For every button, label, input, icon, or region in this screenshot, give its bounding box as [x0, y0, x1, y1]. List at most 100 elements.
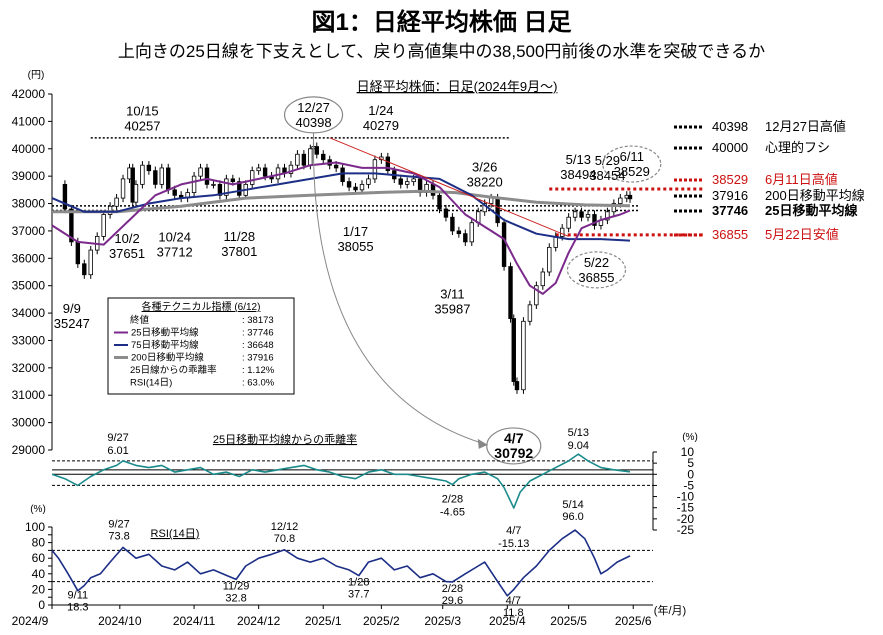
price-annotation-value: 40398 — [295, 115, 331, 130]
reference-legend-desc: 12月27日高値 — [765, 119, 846, 134]
highlight-ellipse — [486, 427, 542, 465]
reference-legend-desc: 心理的フシ — [765, 140, 830, 155]
x-axis-unit: (年/月) — [654, 603, 686, 617]
candle-body — [120, 178, 126, 199]
main-y-tick-label: 41000 — [12, 114, 46, 128]
indicator-value: : 37916 — [242, 353, 274, 364]
reference-legend-value: 37746 — [712, 203, 748, 218]
reference-legend-desc: 6月11日高値 — [765, 172, 838, 187]
divergence-y-tick-label: -10 — [677, 490, 695, 504]
trendline — [329, 137, 569, 237]
indicator-value: : 36648 — [242, 340, 274, 351]
ma200-line — [52, 189, 631, 214]
candle-body — [288, 164, 294, 174]
main-y-tick-label: 42000 — [12, 87, 46, 101]
candle-body — [618, 197, 623, 204]
price-annotation-date: 10/2 — [114, 231, 139, 246]
rsi-annotation-date: 9/27 — [108, 518, 129, 530]
candle-body — [527, 304, 533, 322]
reference-legend-desc: 25日移動平均線 — [765, 203, 858, 218]
candle-body — [172, 189, 177, 196]
rsi-annotation-value: 32.8 — [225, 592, 246, 604]
price-annotation-value: 38494 — [560, 167, 596, 182]
rsi-annotation-date: 4/7 — [506, 595, 521, 607]
divergence-annotation-value: 6.01 — [107, 445, 128, 457]
candle-body — [191, 175, 197, 193]
divergence-annotation-date: 5/13 — [568, 427, 589, 439]
candle-body — [411, 178, 416, 183]
main-y-tick-label: 35000 — [12, 279, 46, 293]
rsi-annotation-date: 5/14 — [562, 499, 583, 511]
candle-body — [217, 183, 223, 196]
price-annotation-date: 10/15 — [126, 104, 159, 119]
candle-body — [82, 263, 87, 276]
arrow-path — [313, 132, 488, 446]
candle-body — [159, 167, 164, 185]
rsi-yunit: (%) — [30, 504, 46, 515]
candle-body — [585, 214, 591, 218]
divergence-y-tick-label: 5 — [687, 456, 694, 470]
candle-body — [314, 146, 319, 155]
candle-body — [346, 181, 352, 188]
indicator-value: : 37746 — [242, 328, 274, 339]
rsi-y-tick-label: 20 — [32, 582, 46, 596]
divergence-y-tick-label: -25 — [677, 523, 695, 537]
candle-body — [366, 178, 371, 185]
indicator-value: : 1.12% — [242, 365, 275, 376]
rsi-y-tick-label: 80 — [32, 536, 46, 550]
rsi-y-tick-label: 40 — [32, 567, 46, 581]
candle-body — [308, 148, 313, 166]
candle-body — [62, 183, 68, 210]
main-chart-title: 日経平均株価：日足(2024年9月～) — [357, 79, 558, 94]
candle-body — [321, 153, 326, 161]
rsi-annotation-value: 96.0 — [562, 511, 583, 523]
main-y-tick-label: 34000 — [12, 306, 46, 320]
indicator-box — [107, 297, 295, 395]
rsi-chart-title: RSI(14日) — [151, 528, 200, 540]
x-tick-label: 2025/5 — [550, 614, 587, 628]
main-y-tick-label: 33000 — [12, 333, 46, 347]
rsi-y-tick-label: 100 — [25, 520, 45, 534]
candle-body — [88, 249, 93, 276]
x-tick-label: 2024/10 — [98, 614, 142, 628]
candle-body — [69, 208, 74, 243]
reference-legend-value: 36855 — [712, 227, 748, 242]
price-annotation-value: 38055 — [337, 239, 373, 254]
candle-body — [469, 222, 474, 243]
candle-body — [140, 164, 145, 185]
price-annotation-value: 37801 — [221, 244, 257, 259]
candle-body — [359, 183, 365, 191]
candle-body — [250, 170, 255, 185]
candle-body — [450, 216, 455, 232]
candle-body — [540, 271, 546, 287]
price-annotation-value: 37712 — [157, 244, 193, 259]
candle-body — [463, 233, 468, 243]
candle-body — [133, 183, 139, 203]
price-annotation-value: 40279 — [363, 118, 399, 133]
main-y-tick-label: 38000 — [12, 197, 46, 211]
candle-body — [340, 167, 345, 183]
candle-body — [262, 167, 268, 177]
rsi-annotation-date: 9/11 — [68, 590, 89, 602]
candle-body — [611, 203, 617, 213]
price-annotation-date: 11/28 — [223, 229, 255, 244]
divergence-line — [51, 453, 631, 509]
price-annotation-value: 35247 — [54, 316, 90, 331]
candle-body — [237, 181, 242, 196]
candle-body — [301, 153, 307, 166]
candle-body — [353, 186, 358, 191]
candle-body — [605, 211, 610, 221]
candle-body — [508, 266, 513, 319]
divergence-annotation-date: 4/7 — [506, 525, 521, 537]
price-annotation-date: 6/11 — [620, 149, 644, 164]
candle-body — [443, 208, 449, 218]
rsi-y-tick-label: 0 — [38, 598, 45, 612]
page-subtitle: 上向きの25日線を下支えとして、戻り高値集中の38,500円前後の水準を突破でき… — [117, 42, 766, 61]
rsi-annotation-date: 1/28 — [348, 577, 369, 589]
highlight-ellipse — [566, 251, 627, 289]
indicator-value: : 38173 — [242, 315, 274, 326]
x-tick-label: 2025/2 — [363, 614, 400, 628]
indicator-name: 25日移動平均線 — [131, 327, 199, 339]
candle-body — [456, 230, 462, 235]
candle-body — [488, 197, 494, 204]
